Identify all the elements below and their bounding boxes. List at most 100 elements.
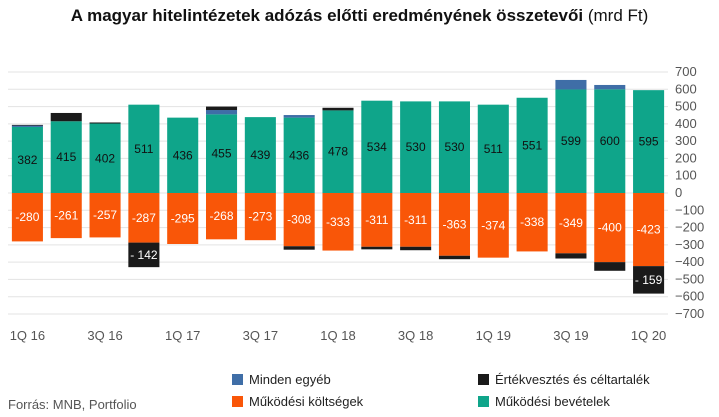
x-tick-label: 3Q 17 xyxy=(243,328,278,343)
bar-mukodesi_koltsegek xyxy=(633,193,665,267)
data-label-koltsegek: -400 xyxy=(598,221,622,235)
bar-mukodesi_koltsegek xyxy=(283,193,315,247)
data-label-koltsegek: -333 xyxy=(326,215,350,229)
data-label-bevetelek: 551 xyxy=(522,138,542,152)
data-label-bevetelek: 436 xyxy=(289,148,309,162)
bar-ertekvesztes xyxy=(361,246,393,250)
bar-mukodesi_koltsegek xyxy=(167,193,199,244)
data-label-bevetelek: 382 xyxy=(17,153,37,167)
data-label-koltsegek: -311 xyxy=(365,213,388,227)
y-tick-label: −200 xyxy=(675,220,704,235)
x-tick-label: 1Q 17 xyxy=(165,328,200,343)
bar-mukodesi_koltsegek xyxy=(594,193,626,263)
bar-ertekvesztes xyxy=(555,253,587,259)
data-label-koltsegek: -349 xyxy=(559,216,583,230)
data-label-bevetelek: 530 xyxy=(444,140,464,154)
data-label-koltsegek: -257 xyxy=(93,208,117,222)
bar-ertekvesztes xyxy=(322,107,354,111)
bar-mukodesi_koltsegek xyxy=(50,193,82,239)
bar-mukodesi_bevetelek xyxy=(50,121,82,193)
data-label-koltsegek: -374 xyxy=(481,218,505,232)
y-tick-label: −100 xyxy=(675,202,704,217)
x-tick-label: 3Q 16 xyxy=(87,328,122,343)
bar-mukodesi_bevetelek xyxy=(167,117,199,193)
y-tick-label: −300 xyxy=(675,237,704,252)
bar-mukodesi_bevetelek xyxy=(206,114,238,193)
legend-ertekvesztes: Értékvesztés és céltartalék xyxy=(478,372,650,387)
data-label-koltsegek: -273 xyxy=(248,210,272,224)
data-labels: 382 -280 415 -261 402 -257 511 -287 - 142 436 -295… xyxy=(15,134,662,287)
bar-mukodesi_bevetelek xyxy=(128,104,160,193)
bar-minden_egyeb xyxy=(283,115,315,118)
data-label-ertekvesztes: - 159 xyxy=(635,273,663,287)
bar-mukodesi_bevetelek xyxy=(477,104,509,193)
x-tick-label: 1Q 18 xyxy=(320,328,355,343)
data-label-bevetelek: 402 xyxy=(95,151,115,165)
bar-ertekvesztes xyxy=(438,255,470,260)
legend-swatch-ertekvesztes xyxy=(478,374,489,385)
bar-mukodesi_koltsegek xyxy=(128,193,160,243)
bar-mukodesi_bevetelek xyxy=(594,89,626,193)
y-tick-label: 200 xyxy=(675,150,697,165)
data-label-bevetelek: 478 xyxy=(328,145,348,159)
data-label-koltsegek: -308 xyxy=(287,213,311,227)
legend-swatch-mukodesi-bevetelek xyxy=(478,396,489,407)
data-label-bevetelek: 530 xyxy=(406,140,426,154)
x-tick-label: 3Q 18 xyxy=(398,328,433,343)
data-label-bevetelek: 511 xyxy=(134,142,153,156)
bar-mukodesi_koltsegek xyxy=(477,193,509,258)
bar-mukodesi_bevetelek xyxy=(244,117,276,193)
x-tick-label: 1Q 19 xyxy=(476,328,511,343)
data-label-koltsegek: -280 xyxy=(15,210,39,224)
bar-mukodesi_bevetelek xyxy=(633,90,665,193)
legend-swatch-minden-egyeb xyxy=(232,374,243,385)
data-label-bevetelek: 436 xyxy=(173,148,193,162)
data-label-koltsegek: -295 xyxy=(171,211,195,225)
bar-ertekvesztes xyxy=(206,106,238,111)
bars xyxy=(11,79,665,294)
y-tick-label: 400 xyxy=(675,116,697,131)
legend-label-mukodesi-koltsegek: Működési költségek xyxy=(249,394,364,409)
bar-mukodesi_koltsegek xyxy=(555,193,587,254)
source-note: Forrás: MNB, Portfolio xyxy=(8,397,137,412)
data-label-bevetelek: 534 xyxy=(367,140,387,154)
data-label-koltsegek: -338 xyxy=(520,215,544,229)
bar-mukodesi_koltsegek xyxy=(516,193,548,252)
legend-mukodesi-bevetelek: Működési bevételek xyxy=(478,394,610,409)
y-tick-label: 100 xyxy=(675,168,697,183)
y-tick-label: −500 xyxy=(675,271,704,286)
bar-mukodesi_bevetelek xyxy=(361,100,393,193)
y-axis: 700 600 500 400 300 200 100 0 −100 −200 −300 −400 −5… xyxy=(675,64,704,321)
bar-ertekvesztes xyxy=(128,242,160,268)
bar-ertekvesztes xyxy=(633,266,665,294)
bar-mukodesi_koltsegek xyxy=(361,193,393,247)
chart-title: A magyar hitelintézetek adózás előtti er… xyxy=(0,6,719,26)
data-label-bevetelek: 599 xyxy=(561,134,581,148)
data-label-koltsegek: -363 xyxy=(442,217,466,231)
data-label-bevetelek: 455 xyxy=(212,147,232,161)
bar-mukodesi_bevetelek xyxy=(400,101,432,193)
data-label-koltsegek: -268 xyxy=(210,209,234,223)
bar-mukodesi_koltsegek xyxy=(206,193,238,240)
bar-mukodesi_bevetelek xyxy=(322,110,354,193)
bar-minden_egyeb xyxy=(206,110,238,115)
y-tick-label: −600 xyxy=(675,289,704,304)
legend-swatch-mukodesi-koltsegek xyxy=(232,396,243,407)
bar-minden_egyeb xyxy=(555,79,587,90)
bar-ertekvesztes xyxy=(50,112,82,122)
bar-mukodesi_bevetelek xyxy=(283,117,315,193)
y-tick-label: −400 xyxy=(675,254,704,269)
y-tick-label: 300 xyxy=(675,133,697,148)
x-axis: 1Q 16 3Q 16 1Q 17 3Q 17 1Q 18 3Q 18 1Q 19 3Q 19… xyxy=(10,328,667,343)
chart-title-unit: (mrd Ft) xyxy=(587,6,649,25)
y-tick-label: 700 xyxy=(675,64,697,79)
bar-ertekvesztes xyxy=(89,122,121,124)
bar-mukodesi_koltsegek xyxy=(438,193,470,256)
y-tick-label: 500 xyxy=(675,99,697,114)
x-tick-label: 1Q 16 xyxy=(10,328,45,343)
bar-mukodesi_koltsegek xyxy=(89,193,121,238)
chart-title-main: A magyar hitelintézetek adózás előtti er… xyxy=(70,6,584,25)
bar-mukodesi_koltsegek xyxy=(322,193,354,251)
data-label-ertekvesztes: - 142 xyxy=(130,248,158,262)
